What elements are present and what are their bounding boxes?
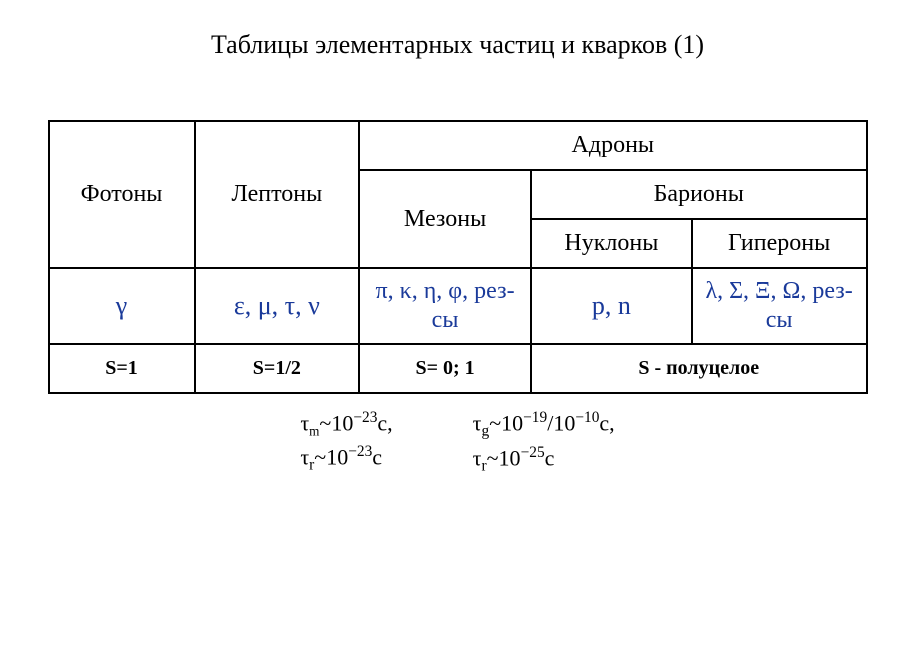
page-title: Таблицы элементарных частиц и кварков (1… (40, 30, 875, 60)
header-photons: Фотоны (49, 121, 195, 268)
formula-left-1: τm~10−23с, (300, 409, 392, 440)
spin-leptons: S=1/2 (195, 344, 360, 393)
particles-mesons: π, κ, η, φ, рез-сы (359, 268, 531, 344)
formula-right-2: τr~10−25с (473, 444, 615, 476)
particles-photons: γ (49, 268, 195, 344)
formula-block: τm~10−23с, τr~10−23с τg~10−19/10−10с, τr… (40, 409, 875, 476)
spin-baryons: S - полуцелое (531, 344, 866, 393)
spin-mesons: S= 0; 1 (359, 344, 531, 393)
spin-photons: S=1 (49, 344, 195, 393)
formula-left-2: τr~10−23с (300, 443, 392, 475)
header-nucleons: Нуклоны (531, 219, 692, 268)
formula-right-1: τg~10−19/10−10с, (473, 409, 615, 441)
header-hyperons: Гипероны (692, 219, 867, 268)
header-mesons: Мезоны (359, 170, 531, 268)
formula-col-left: τm~10−23с, τr~10−23с (300, 409, 392, 476)
particles-hyperons: λ, Σ, Ξ, Ω, рез-сы (692, 268, 867, 344)
header-baryons: Барионы (531, 170, 866, 219)
header-leptons: Лептоны (195, 121, 360, 268)
particles-nucleons: p, n (531, 268, 692, 344)
particles-table: Фотоны Лептоны Адроны Мезоны Барионы Нук… (48, 120, 868, 394)
particles-leptons: ε, μ, τ, ν (195, 268, 360, 344)
formula-col-right: τg~10−19/10−10с, τr~10−25с (473, 409, 615, 476)
header-hadrons: Адроны (359, 121, 866, 170)
